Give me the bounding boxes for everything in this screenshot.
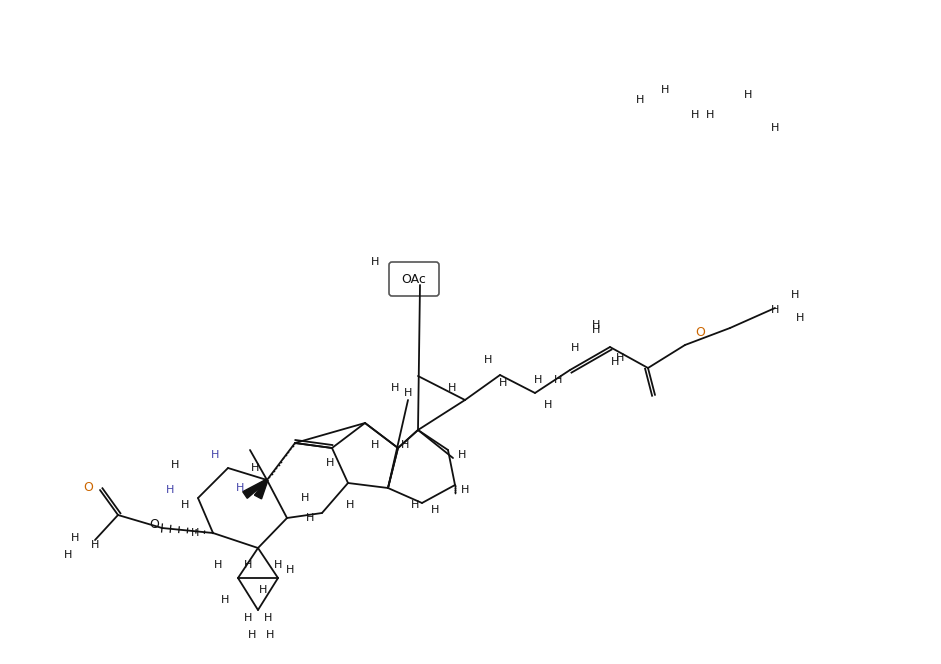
Text: H: H xyxy=(571,343,580,353)
Text: H: H xyxy=(592,320,600,330)
Text: H: H xyxy=(371,257,379,267)
Text: H: H xyxy=(191,528,199,538)
Text: H: H xyxy=(790,290,799,300)
Text: H: H xyxy=(181,500,189,510)
Text: H: H xyxy=(221,595,230,605)
Text: H: H xyxy=(401,440,409,450)
Text: H: H xyxy=(345,500,354,510)
Polygon shape xyxy=(254,479,268,499)
Text: H: H xyxy=(244,613,252,623)
Text: H: H xyxy=(251,463,259,473)
Text: H: H xyxy=(636,95,645,105)
Text: H: H xyxy=(306,513,314,523)
Text: H: H xyxy=(661,85,669,95)
Text: H: H xyxy=(274,560,282,570)
FancyBboxPatch shape xyxy=(389,262,439,296)
Text: H: H xyxy=(247,630,256,640)
Text: H: H xyxy=(236,483,244,493)
Text: O: O xyxy=(83,481,93,493)
Text: H: H xyxy=(431,505,439,515)
Text: H: H xyxy=(171,460,179,470)
Text: O: O xyxy=(149,519,159,531)
Text: H: H xyxy=(259,585,267,595)
Text: H: H xyxy=(214,560,222,570)
Text: H: H xyxy=(458,450,466,460)
Text: H: H xyxy=(263,613,272,623)
Text: H: H xyxy=(706,110,714,120)
Text: H: H xyxy=(611,357,619,367)
Text: H: H xyxy=(411,500,419,510)
Text: H: H xyxy=(326,458,334,468)
Text: H: H xyxy=(771,305,779,315)
Text: OAc: OAc xyxy=(402,272,426,286)
Text: H: H xyxy=(544,400,552,410)
Text: H: H xyxy=(796,313,805,323)
Text: H: H xyxy=(301,493,310,503)
Text: H: H xyxy=(691,110,699,120)
Text: H: H xyxy=(211,450,219,460)
Text: H: H xyxy=(166,485,174,495)
Text: H: H xyxy=(499,378,507,388)
Text: H: H xyxy=(391,383,399,393)
Text: H: H xyxy=(592,325,600,335)
Text: H: H xyxy=(743,90,752,100)
Text: H: H xyxy=(404,388,412,398)
Text: H: H xyxy=(554,375,562,385)
Text: H: H xyxy=(461,485,470,495)
Text: H: H xyxy=(265,630,274,640)
Text: H: H xyxy=(534,375,542,385)
Text: H: H xyxy=(448,383,456,393)
Text: H: H xyxy=(286,565,295,575)
Text: H: H xyxy=(64,550,72,560)
Polygon shape xyxy=(243,479,267,498)
Text: H: H xyxy=(615,353,624,363)
Text: H: H xyxy=(71,533,79,543)
Text: H: H xyxy=(371,440,379,450)
Text: H: H xyxy=(91,540,99,550)
Text: H: H xyxy=(771,123,779,133)
Text: O: O xyxy=(695,325,705,339)
Text: H: H xyxy=(484,355,492,365)
Text: H: H xyxy=(244,560,252,570)
